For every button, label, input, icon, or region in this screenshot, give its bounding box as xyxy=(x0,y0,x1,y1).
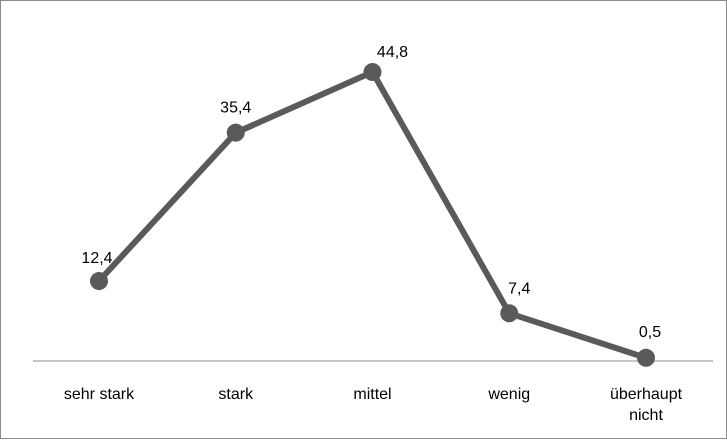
data-point-3 xyxy=(363,63,382,82)
data-label-2: 35,4 xyxy=(220,100,251,117)
series-layer xyxy=(90,63,655,367)
category-label-5: überhaupt nicht xyxy=(610,386,683,424)
data-point-2 xyxy=(226,123,245,142)
label-layer: 12,4 35,4 44,8 7,4 0,5 sehr stark stark mittel w… xyxy=(64,44,683,424)
data-label-4: 7,4 xyxy=(508,280,530,297)
data-point-5 xyxy=(637,348,655,367)
category-label-4: wenig xyxy=(487,386,530,403)
series-line xyxy=(96,69,647,361)
category-label-2: stark xyxy=(218,386,254,403)
data-label-3: 44,8 xyxy=(377,44,408,61)
category-label-1: sehr stark xyxy=(64,386,135,403)
data-point-4 xyxy=(500,304,519,323)
data-label-5: 0,5 xyxy=(639,324,661,341)
data-point-1 xyxy=(90,272,108,291)
data-label-1: 12,4 xyxy=(81,250,112,267)
category-label-3: mittel xyxy=(353,386,391,403)
